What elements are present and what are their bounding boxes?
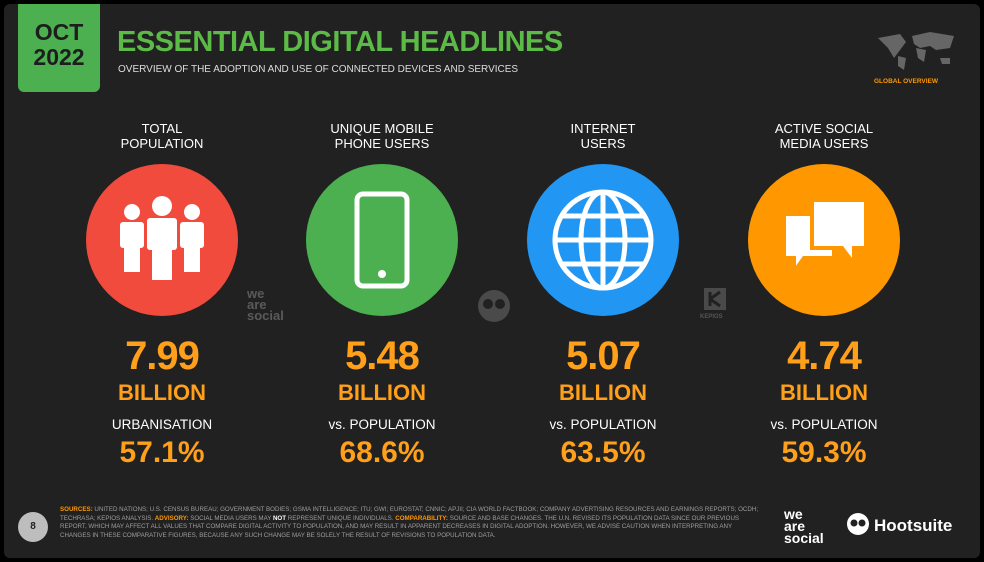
- stat-icon: [86, 164, 238, 316]
- stat-value: 5.07: [566, 334, 641, 378]
- stat-sublabel: vs. POPULATION: [770, 417, 878, 432]
- watermark-kepios: KEPIOS: [700, 314, 723, 320]
- stat-subvalue: 63.5%: [560, 436, 646, 469]
- stat-unit: BILLION: [118, 380, 206, 405]
- stat-icon: [306, 164, 458, 316]
- stat-label: INTERNET USERS: [503, 121, 703, 151]
- stat-icon: [527, 164, 679, 316]
- slide: OCT 2022 ESSENTIAL DIGITAL HEADLINES OVE…: [4, 4, 980, 558]
- stat-label-line: POPULATION: [120, 136, 204, 151]
- stat-sublabel: URBANISATION: [111, 417, 213, 432]
- stat-subvalue: 57.1%: [119, 436, 205, 469]
- watermark-kepios-logo: [704, 288, 726, 310]
- logo-line: are: [784, 518, 806, 534]
- stat-label-line: USERS: [580, 136, 626, 151]
- badge-year: 2022: [33, 44, 85, 70]
- source-segment: UNITED NATIONS; U.S. CENSUS BUREAU; GOVE…: [60, 506, 759, 522]
- source-segment: SOCIAL MEDIA USERS MAY: [188, 514, 273, 522]
- stat-unit: BILLION: [338, 380, 426, 405]
- page-number: 8: [18, 512, 48, 542]
- stat-label-line: TOTAL: [141, 121, 183, 136]
- stat-icon: [748, 164, 900, 316]
- stat-subvalue: 68.6%: [339, 436, 425, 469]
- watermark-was: we are social: [247, 286, 284, 323]
- stat-sublabel: vs. POPULATION: [328, 417, 436, 432]
- stat-value: 4.74: [787, 334, 862, 378]
- title: ESSENTIAL DIGITAL HEADLINES: [117, 26, 563, 58]
- source-segment: NOT: [272, 514, 287, 522]
- logo-line: social: [784, 530, 824, 546]
- stat-subvalue: 59.3%: [781, 436, 867, 469]
- source-segment: SOURCE AND BASE CHANGES. THE U.N. REVISE…: [60, 514, 740, 539]
- world-map: [878, 32, 954, 70]
- subtitle: OVERVIEW OF THE ADOPTION AND USE OF CONN…: [118, 64, 519, 75]
- date-badge: OCT 2022: [18, 4, 100, 92]
- badge-month: OCT: [34, 19, 84, 45]
- logo-hootsuite: Hootsuite: [874, 516, 953, 535]
- stat-label-line: PHONE USERS: [334, 136, 430, 151]
- stat-label: ACTIVE SOCIAL MEDIA USERS: [724, 121, 924, 151]
- sources: SOURCES: UNITED NATIONS; U.S. CENSUS BUR…: [60, 506, 760, 540]
- stat-label: UNIQUE MOBILE PHONE USERS: [282, 121, 482, 151]
- stat-unit: BILLION: [780, 380, 868, 405]
- stat-value: 5.48: [345, 334, 420, 378]
- source-segment: SOURCES:: [60, 506, 93, 513]
- stat-label-line: ACTIVE SOCIAL: [774, 121, 874, 136]
- source-segment: ADVISORY:: [154, 514, 189, 522]
- watermark-owl: [478, 290, 510, 322]
- watermark-line: are: [247, 297, 267, 312]
- stat-unit: BILLION: [559, 380, 647, 405]
- stat-label-line: MEDIA USERS: [779, 136, 869, 151]
- hootsuite-owl: [847, 513, 869, 535]
- stat-label-line: INTERNET: [570, 121, 636, 136]
- logo-we-are-social: we are social: [784, 506, 824, 546]
- source-segment: REPRESENT UNIQUE INDIVIDUALS.: [286, 514, 396, 522]
- stat-label-line: UNIQUE MOBILE: [330, 121, 434, 136]
- watermark-line: we: [247, 286, 265, 301]
- stat-value: 7.99: [125, 334, 200, 378]
- stat-label: TOTAL POPULATION: [62, 121, 262, 151]
- source-segment: COMPARABILITY:: [395, 514, 448, 522]
- watermark-line: social: [247, 308, 284, 323]
- corner-label: GLOBAL OVERVIEW: [874, 78, 939, 85]
- logo-line: we: [784, 506, 803, 522]
- stat-sublabel: vs. POPULATION: [549, 417, 657, 432]
